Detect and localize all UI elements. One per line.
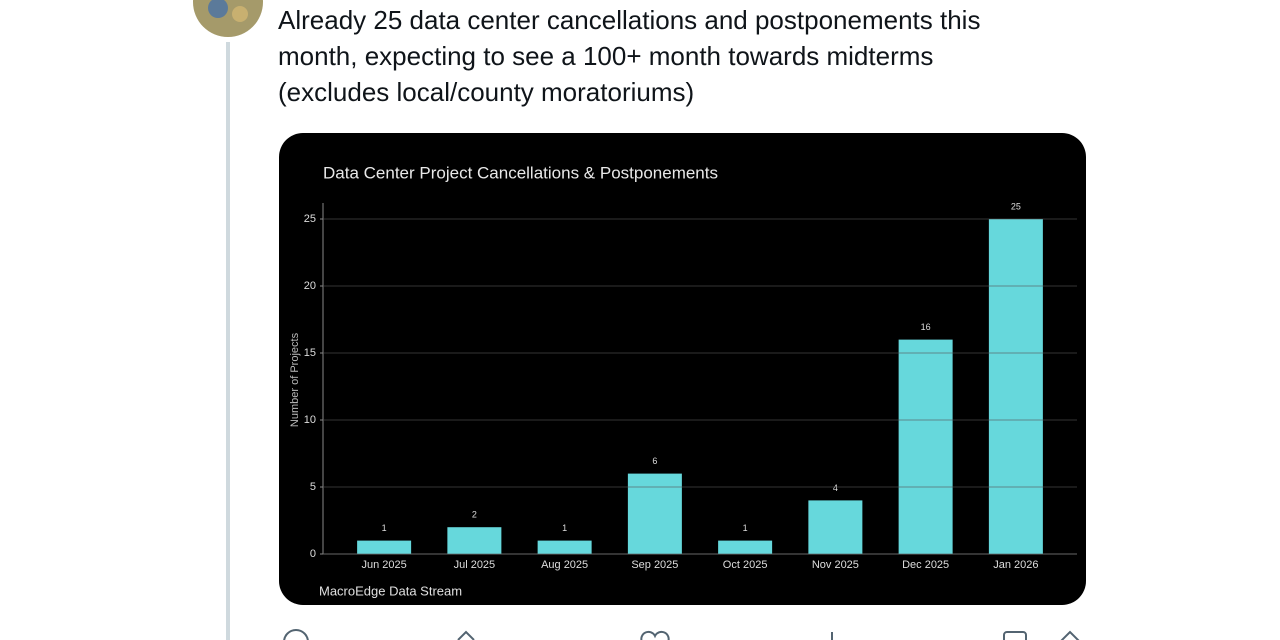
bar (718, 540, 773, 554)
like-icon[interactable] (640, 630, 670, 640)
y-tick-label: 10 (304, 414, 316, 426)
x-tick-label: Aug 2025 (541, 559, 588, 571)
x-tick-label: Jul 2025 (454, 559, 496, 571)
value-label: 25 (1011, 201, 1021, 211)
tweet-text: month, expecting to see a 100+ month tow… (278, 41, 933, 71)
value-label: 1 (382, 523, 387, 533)
bar (627, 473, 682, 554)
chart-card[interactable] (279, 133, 1086, 605)
y-tick-label: 20 (304, 280, 316, 292)
bar (808, 500, 863, 554)
reply-icon[interactable] (283, 629, 309, 640)
avatar-detail (232, 6, 248, 22)
x-tick-label: Oct 2025 (723, 559, 768, 571)
y-tick-label: 5 (310, 481, 316, 493)
repost-icon[interactable] (457, 630, 475, 640)
tweet-text: (excludes local/county moratoriums) (278, 77, 694, 107)
bar (447, 527, 502, 554)
value-label: 6 (652, 456, 657, 466)
bar (898, 339, 953, 554)
value-label: 16 (921, 322, 931, 332)
x-tick-label: Sep 2025 (631, 559, 678, 571)
value-label: 2 (472, 510, 477, 520)
y-tick-label: 15 (304, 347, 316, 359)
bar (988, 219, 1043, 554)
x-tick-label: Dec 2025 (902, 559, 949, 571)
bar (537, 540, 592, 554)
tweet-text: Already 25 data center cancellations and… (278, 5, 980, 35)
avatar-detail (208, 0, 228, 18)
bookmark-icon[interactable] (1003, 631, 1027, 640)
value-label: 1 (743, 523, 748, 533)
bar (357, 540, 412, 554)
avatar[interactable] (193, 0, 263, 37)
x-tick-label: Jan 2026 (993, 559, 1038, 571)
y-tick-label: 0 (310, 548, 316, 560)
action-bar (283, 629, 1080, 640)
share-icon[interactable] (1060, 630, 1080, 640)
source-label: MacroEdge Data Stream (319, 583, 462, 598)
value-label: 1 (562, 523, 567, 533)
x-tick-label: Jun 2025 (361, 559, 406, 571)
chart-title: Data Center Project Cancellations & Post… (323, 163, 718, 182)
thread-line (226, 42, 230, 640)
y-tick-label: 25 (304, 213, 316, 225)
value-label: 4 (833, 483, 838, 493)
x-tick-label: Nov 2025 (812, 559, 859, 571)
y-axis-label: Number of Projects (289, 332, 301, 427)
